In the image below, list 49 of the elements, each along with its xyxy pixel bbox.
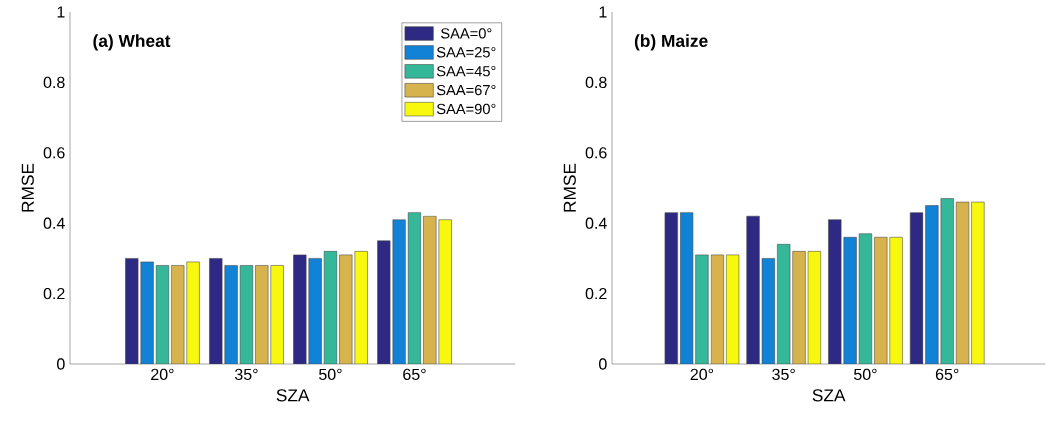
bar — [323, 251, 338, 364]
y-tick-label: 0.4 — [43, 217, 65, 229]
bar — [186, 261, 200, 364]
bar — [726, 254, 740, 364]
y-tick-label: 1 — [599, 6, 607, 18]
y-tick-label: 1 — [57, 6, 65, 18]
y-tick-label: 0.8 — [43, 76, 65, 89]
y-tick-label: 0 — [599, 358, 607, 370]
legend-label: SAA=90° — [436, 103, 496, 115]
bar — [377, 240, 391, 364]
legend-label: SAA=67° — [436, 84, 496, 96]
bar — [909, 212, 924, 364]
x-tick-label: 50° — [854, 368, 877, 381]
x-tick-label: 65° — [403, 368, 426, 381]
x-tick-label: 50° — [319, 368, 342, 381]
bar — [308, 258, 322, 364]
bar — [354, 251, 368, 364]
y-tick-label: 0 — [57, 358, 65, 370]
bar — [270, 265, 284, 364]
y-tick-label: 0.8 — [585, 76, 607, 89]
bar — [664, 212, 678, 364]
y-tick-label: 0.2 — [43, 287, 65, 300]
x-tick-label: 20° — [690, 368, 714, 381]
bar — [423, 215, 437, 364]
x-axis-title: SZA — [276, 389, 310, 402]
y-axis-title: RMSE — [21, 163, 34, 212]
bar — [339, 254, 353, 364]
y-axis-title: RMSE — [563, 163, 576, 212]
bar — [224, 265, 238, 364]
bar — [792, 251, 806, 364]
bar — [392, 219, 406, 364]
bar — [155, 265, 170, 364]
legend-label: SAA=45° — [436, 65, 496, 77]
bar — [407, 212, 422, 364]
y-tick-label: 0.2 — [585, 287, 607, 300]
legend-label: SAA=0° — [441, 28, 492, 39]
y-tick-label: 0.6 — [585, 147, 607, 159]
x-tick-label: 35° — [234, 368, 258, 381]
bar — [140, 261, 154, 364]
x-axis-title: SZA — [812, 389, 846, 402]
legend-label: SAA=25° — [436, 47, 496, 58]
x-tick-label: 20° — [151, 368, 174, 381]
x-tick-label: 65° — [935, 368, 959, 381]
y-tick-label: 0.6 — [43, 147, 65, 159]
y-tick-label: 0.4 — [585, 217, 607, 229]
bar — [438, 219, 452, 364]
x-tick-label: 35° — [772, 368, 795, 381]
annotation: (b) Maize — [634, 34, 708, 51]
annotation: (a) Wheat — [93, 34, 171, 51]
